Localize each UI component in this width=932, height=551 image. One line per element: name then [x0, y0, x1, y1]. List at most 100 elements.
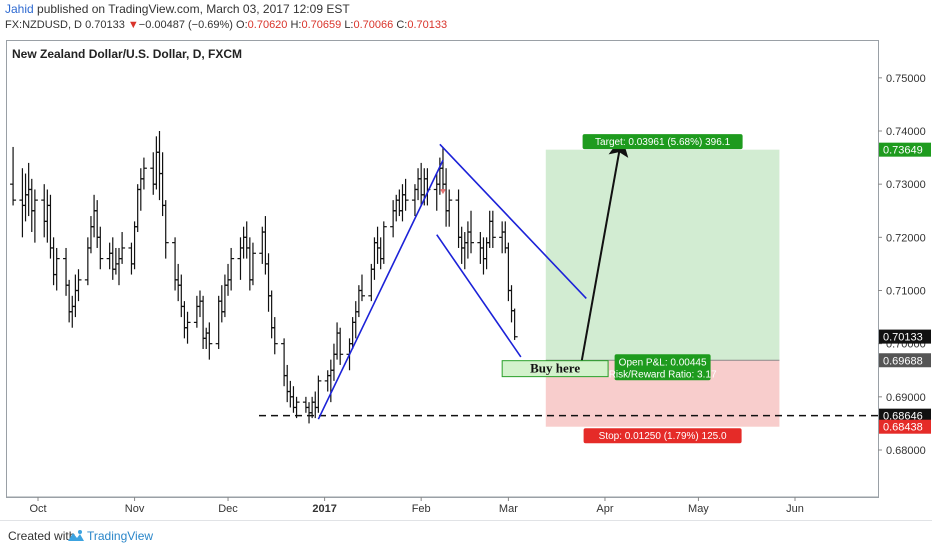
ohlc-bar[interactable]: [159, 152, 166, 217]
ohlc-bar[interactable]: [75, 269, 82, 302]
ohlc-bar[interactable]: [489, 210, 496, 248]
ohlc-bar[interactable]: [31, 189, 38, 243]
ohlc-bar[interactable]: [106, 242, 113, 270]
ohlc-bar[interactable]: [181, 301, 188, 339]
ohlc-bar[interactable]: [390, 200, 397, 238]
ohlc-bar[interactable]: [461, 232, 468, 270]
ohlc-bar[interactable]: [443, 168, 450, 227]
author-link[interactable]: Jahid: [5, 2, 34, 16]
ohlc-bar[interactable]: [399, 184, 406, 222]
ohlc-bar[interactable]: [150, 152, 157, 195]
ohlc-bar[interactable]: [196, 290, 203, 318]
ohlc-bar[interactable]: [131, 221, 138, 270]
ohlc-bar[interactable]: [156, 131, 163, 201]
ohlc-bar[interactable]: [327, 359, 334, 403]
ohlc-bar[interactable]: [337, 327, 344, 365]
ohlc-bar[interactable]: [508, 285, 515, 323]
ohlc-bar[interactable]: [44, 189, 51, 243]
ohlc-bar[interactable]: [91, 194, 98, 238]
ohlc-bar[interactable]: [193, 295, 200, 328]
trendline-2[interactable]: [439, 143, 587, 300]
ohlc-bar[interactable]: [200, 295, 207, 349]
ohlc-bar[interactable]: [377, 237, 384, 270]
ohlc-bar[interactable]: [215, 295, 222, 349]
ohlc-bar[interactable]: [290, 386, 297, 413]
chart[interactable]: Buy here Target: 0.03961 (5.68%) 396.1 Sto…: [0, 0, 932, 520]
target-arrow[interactable]: [579, 136, 629, 371]
ohlc-bar[interactable]: [137, 168, 144, 211]
ohlc-bar[interactable]: [334, 322, 341, 360]
ohlc-bar[interactable]: [393, 194, 400, 222]
ohlc-bar[interactable]: [480, 237, 487, 275]
ohlc-bar[interactable]: [396, 189, 403, 217]
ohlc-bar[interactable]: [63, 247, 70, 296]
ohlc-bar[interactable]: [66, 279, 73, 323]
ohlc-bar[interactable]: [94, 200, 101, 248]
ohlc-bar[interactable]: [140, 157, 147, 190]
ohlc-bar[interactable]: [455, 189, 462, 248]
ohlc-bar[interactable]: [228, 247, 235, 291]
trendline-1[interactable]: [317, 159, 444, 420]
ohlc-bar[interactable]: [371, 237, 378, 280]
ohlc-bar[interactable]: [119, 232, 126, 264]
ohlc-bar[interactable]: [312, 391, 319, 419]
ohlc-bar[interactable]: [358, 274, 365, 302]
ohlc-bar[interactable]: [218, 285, 225, 323]
ohlc-bar[interactable]: [237, 237, 244, 280]
ohlc-bar[interactable]: [243, 221, 250, 259]
ohlc-bar[interactable]: [293, 396, 300, 419]
ohlc-bar[interactable]: [265, 253, 272, 312]
ohlc-bar[interactable]: [271, 317, 278, 355]
ohlc-bar[interactable]: [84, 237, 91, 286]
ohlc-bar[interactable]: [458, 226, 465, 264]
tradingview-link[interactable]: TradingView: [87, 529, 154, 543]
ohlc-bar[interactable]: [112, 247, 119, 275]
ohlc-bar[interactable]: [178, 274, 185, 318]
ohlc-bar[interactable]: [287, 380, 294, 408]
ohlc-bar[interactable]: [249, 242, 256, 286]
ohlc-bar[interactable]: [268, 290, 275, 339]
ohlc-bar[interactable]: [69, 295, 76, 328]
ohlc-bar[interactable]: [72, 274, 79, 318]
ohlc-bar[interactable]: [511, 308, 518, 340]
ohlc-bar[interactable]: [50, 237, 57, 286]
ohlc-bar[interactable]: [53, 247, 60, 291]
ohlc-bar[interactable]: [446, 189, 453, 227]
ohlc-bar[interactable]: [262, 216, 269, 275]
ohlc-bar[interactable]: [109, 237, 116, 280]
ohlc-bar[interactable]: [505, 242, 512, 302]
ohlc-bar[interactable]: [468, 210, 475, 254]
ohlc-bar[interactable]: [134, 184, 141, 233]
ohlc-bar[interactable]: [87, 216, 94, 254]
ohlc-bar[interactable]: [464, 221, 471, 259]
ohlc-bar[interactable]: [115, 247, 122, 286]
ohlc-bar[interactable]: [19, 168, 26, 238]
ohlc-bar[interactable]: [184, 311, 191, 344]
ohlc-bar[interactable]: [415, 168, 422, 201]
ohlc-bar[interactable]: [315, 375, 322, 413]
ohlc-bar[interactable]: [246, 237, 253, 291]
ohlc-bar[interactable]: [175, 263, 182, 302]
ohlc-bar[interactable]: [499, 221, 506, 254]
trendline-3[interactable]: [436, 234, 522, 358]
ohlc-bar[interactable]: [281, 338, 288, 387]
ohlc-bar[interactable]: [97, 226, 104, 270]
ohlc-bar[interactable]: [47, 194, 54, 259]
ohlc-bar[interactable]: [221, 274, 228, 318]
ohlc-bar[interactable]: [380, 221, 387, 264]
ohlc-bar[interactable]: [402, 178, 409, 211]
ohlc-bar[interactable]: [206, 322, 213, 360]
ohlc-bar[interactable]: [302, 396, 309, 413]
ohlc-bar[interactable]: [486, 210, 493, 248]
ohlc-bar[interactable]: [240, 226, 247, 259]
ohlc-bar[interactable]: [203, 327, 210, 349]
ohlc-bar[interactable]: [22, 173, 29, 222]
ohlc-bar[interactable]: [10, 146, 17, 206]
ohlc-bar[interactable]: [330, 343, 337, 381]
ohlc-bar[interactable]: [324, 370, 331, 392]
ohlc-bar[interactable]: [284, 364, 291, 403]
ohlc-bar[interactable]: [374, 226, 381, 264]
ohlc-bar[interactable]: [41, 184, 48, 238]
ohlc-bar[interactable]: [28, 178, 35, 233]
buy-box[interactable]: [501, 360, 609, 378]
